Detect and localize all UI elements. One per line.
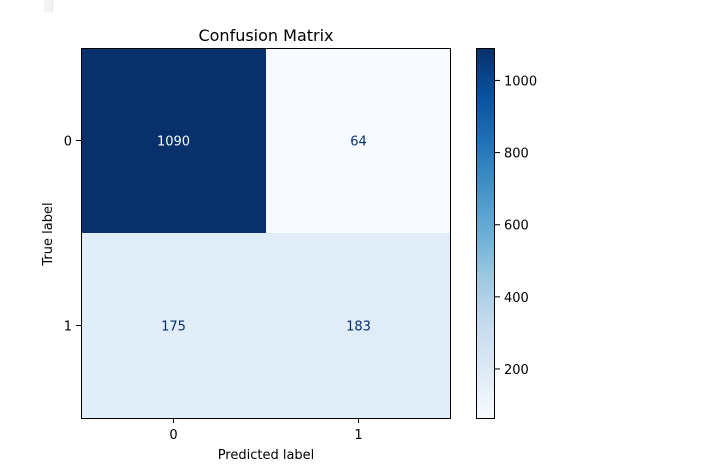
window-corner-mark — [44, 0, 53, 12]
x-tick-label: 1 — [354, 428, 362, 443]
chart-title: Confusion Matrix — [198, 26, 333, 45]
colorbar-ticks: 200 400 600 800 1000 — [495, 74, 537, 378]
cell-value-labels: 1090 64 175 183 — [157, 135, 371, 335]
heatmap-cell — [266, 48, 451, 233]
cell-value-label: 175 — [161, 320, 186, 335]
colorbar — [476, 48, 495, 419]
heatmap-cell — [266, 233, 451, 418]
colorbar-tick-label: 400 — [504, 291, 529, 306]
x-axis-label: Predicted label — [218, 448, 315, 463]
cell-value-label: 183 — [346, 320, 371, 335]
y-tick-label: 0 — [64, 135, 72, 150]
y-axis-ticks: 01 — [64, 135, 81, 335]
cell-value-label: 64 — [350, 135, 367, 150]
colorbar-tick-label: 200 — [504, 363, 529, 378]
colorbar-tick-label: 600 — [504, 219, 529, 234]
colorbar-tick-label: 1000 — [504, 74, 537, 89]
y-tick-label: 1 — [64, 320, 72, 335]
colorbar-tick-label: 800 — [504, 147, 529, 162]
heatmap-cells — [81, 48, 451, 418]
x-tick-label: 0 — [169, 428, 177, 443]
y-axis-label: True label — [41, 202, 56, 266]
heatmap-cell — [81, 233, 266, 418]
plot-frame — [81, 48, 451, 419]
heatmap-cell — [81, 48, 266, 233]
cell-value-label: 1090 — [157, 135, 190, 150]
